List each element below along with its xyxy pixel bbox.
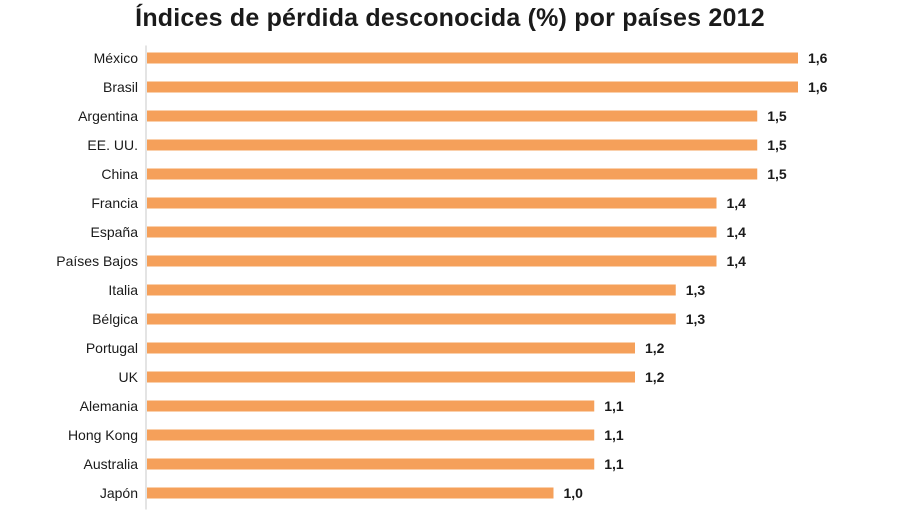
- bar-italia: [147, 284, 676, 296]
- value-label-francia: 1,4: [727, 195, 747, 211]
- category-label-japon: Japón: [100, 485, 138, 501]
- value-label-australia: 1,1: [604, 456, 624, 472]
- bar-brasil: [147, 81, 798, 93]
- bar-francia: [147, 197, 717, 209]
- value-label-italia: 1,3: [686, 282, 706, 298]
- bar-japon: [147, 487, 554, 499]
- value-label-hong-kong: 1,1: [604, 427, 624, 443]
- bar-hong-kong: [147, 429, 595, 441]
- category-label-australia: Australia: [84, 456, 139, 472]
- category-label-uk: UK: [119, 369, 139, 385]
- bar-argentina: [147, 110, 758, 122]
- category-label-paises-bajos: Países Bajos: [56, 253, 138, 269]
- bar-espana: [147, 226, 717, 238]
- category-label-espana: España: [91, 224, 139, 240]
- category-label-mexico: México: [94, 50, 139, 66]
- value-label-alemania: 1,1: [604, 398, 624, 414]
- category-labels-group: México Brasil Argentina EE. UU. China Francia…: [56, 50, 138, 501]
- bar-ee-uu: [147, 139, 758, 151]
- bar-australia: [147, 458, 595, 470]
- category-label-portugal: Portugal: [86, 340, 138, 356]
- bar-belgica: [147, 313, 676, 325]
- value-label-japon: 1,0: [564, 485, 584, 501]
- category-label-francia: Francia: [91, 195, 138, 211]
- value-label-ee-uu: 1,5: [767, 137, 787, 153]
- category-label-belgica: Bélgica: [92, 311, 138, 327]
- chart-title: Índices de pérdida desconocida (%) por p…: [135, 4, 765, 32]
- value-label-espana: 1,4: [727, 224, 747, 240]
- category-label-argentina: Argentina: [78, 108, 138, 124]
- bar-uk: [147, 371, 635, 383]
- bar-china: [147, 168, 758, 180]
- value-label-mexico: 1,6: [808, 50, 828, 66]
- value-labels-group: 1,6 1,6 1,5 1,5 1,5 1,4 1,4 1,4 1,3 1,3 1,2 1,2 1,1 1…: [564, 50, 828, 501]
- bar-mexico: [147, 52, 798, 64]
- bars-group: [147, 52, 798, 499]
- category-label-italia: Italia: [108, 282, 138, 298]
- category-label-brasil: Brasil: [103, 79, 138, 95]
- value-label-argentina: 1,5: [767, 108, 787, 124]
- category-label-hong-kong: Hong Kong: [68, 427, 138, 443]
- value-label-belgica: 1,3: [686, 311, 706, 327]
- bar-alemania: [147, 400, 595, 412]
- value-label-brasil: 1,6: [808, 79, 828, 95]
- bar-paises-bajos: [147, 255, 717, 267]
- bar-portugal: [147, 342, 635, 354]
- value-label-portugal: 1,2: [645, 340, 665, 356]
- value-label-uk: 1,2: [645, 369, 665, 385]
- category-label-china: China: [101, 166, 138, 182]
- value-label-paises-bajos: 1,4: [727, 253, 747, 269]
- category-label-alemania: Alemania: [80, 398, 139, 414]
- category-label-ee-uu: EE. UU.: [87, 137, 138, 153]
- value-label-china: 1,5: [767, 166, 787, 182]
